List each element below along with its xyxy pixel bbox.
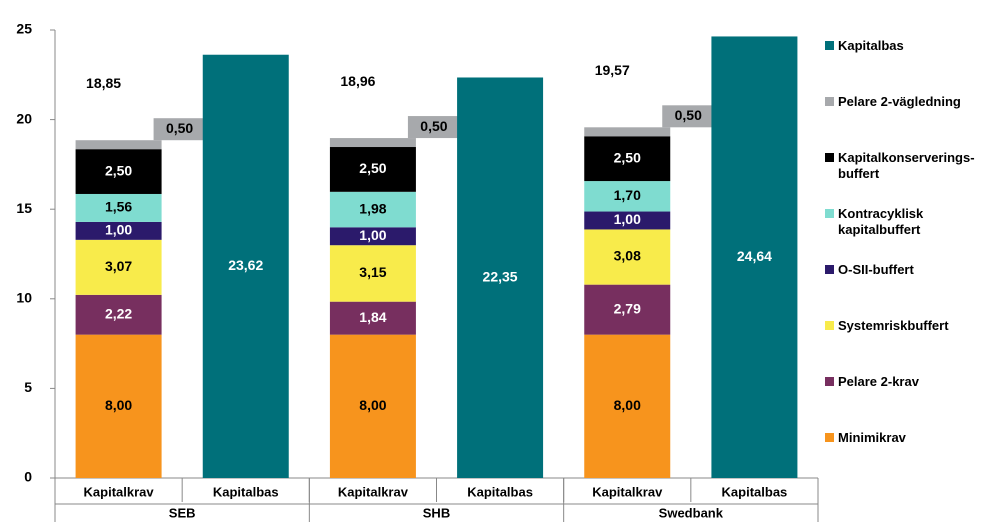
legend-swatch [825, 321, 834, 330]
bar-segment [329, 191, 416, 228]
bar-segment [584, 284, 671, 335]
value-label: 2,50 [614, 149, 641, 165]
bar-segment [329, 301, 416, 335]
legend-swatch [825, 377, 834, 386]
legend-swatch [825, 153, 834, 162]
legend-swatch [825, 265, 834, 274]
value-label: 2,22 [105, 305, 132, 321]
value-label: 1,84 [359, 309, 386, 325]
bar-segment [584, 211, 671, 230]
legend-swatch [825, 209, 834, 218]
group-label: SHB [423, 505, 450, 520]
value-label: 23,62 [228, 257, 263, 273]
value-label: 0,50 [166, 120, 193, 136]
value-label: 22,35 [483, 268, 518, 284]
legend-label: Systemriskbuffert [838, 318, 949, 333]
x-tick-label: Kapitalbas [467, 484, 533, 499]
value-label: 1,70 [614, 187, 641, 203]
y-tick-label: 25 [16, 21, 32, 37]
bar-segment [584, 334, 671, 478]
x-tick-label: Kapitalkrav [84, 484, 155, 499]
bar-segment [75, 221, 162, 240]
value-label: 1,56 [105, 199, 132, 215]
bar-segment [75, 140, 162, 150]
value-label: 3,08 [614, 248, 641, 264]
legend-label: Pelare 2-krav [838, 374, 919, 389]
bar-segment [75, 149, 162, 194]
value-label: 24,64 [737, 248, 772, 264]
total-label: 19,57 [595, 62, 630, 78]
legend-label: Kapitalbas [838, 38, 904, 53]
bar-segment [584, 127, 671, 137]
x-tick-label: Kapitalkrav [592, 484, 663, 499]
value-label: 0,50 [420, 118, 447, 134]
bar-segment [75, 294, 162, 335]
y-tick-label: 20 [16, 110, 32, 126]
legend-swatch [825, 97, 834, 106]
y-tick-label: 0 [24, 469, 32, 485]
value-label: 8,00 [359, 397, 386, 413]
bar-segment [329, 147, 416, 192]
value-label: 2,50 [105, 162, 132, 178]
legend-swatch [825, 41, 834, 50]
bar-segment [711, 36, 798, 478]
legend-label: O-SII-buffert [838, 262, 914, 277]
value-label: 2,79 [614, 300, 641, 316]
bar-segment [584, 136, 671, 182]
legend-label: Kontracyklisk kapitalbuffert [838, 206, 924, 237]
x-tick-label: Kapitalbas [722, 484, 788, 499]
group-label: Swedbank [659, 505, 724, 520]
bar-segment [202, 54, 289, 478]
bar-segment [329, 334, 416, 478]
x-tick-label: Kapitalkrav [338, 484, 409, 499]
bar-segment [75, 334, 162, 478]
value-label: 1,00 [614, 211, 641, 227]
value-label: 3,15 [359, 264, 386, 280]
y-tick-label: 5 [24, 379, 32, 395]
total-label: 18,85 [86, 75, 121, 91]
legend-label: Kapitalkonserverings- buffert [838, 150, 975, 181]
value-label-box [662, 105, 715, 128]
group-label: SEB [169, 505, 196, 520]
value-label-box [407, 116, 460, 139]
bar-segment [75, 239, 162, 295]
legend-label: Pelare 2-vägledning [838, 94, 961, 109]
value-label: 1,00 [359, 227, 386, 243]
value-label: 3,07 [105, 258, 132, 274]
x-tick-label: Kapitalbas [213, 484, 279, 499]
bar-segment [584, 181, 671, 212]
value-label: 1,00 [105, 222, 132, 238]
total-label: 18,96 [340, 73, 375, 89]
bar-segment [329, 227, 416, 246]
y-tick-label: 15 [16, 200, 32, 216]
legend-swatch [825, 433, 834, 442]
y-tick-label: 10 [16, 290, 32, 306]
value-label-box [153, 118, 206, 141]
bar-segment [329, 245, 416, 302]
value-label: 8,00 [105, 397, 132, 413]
value-label: 8,00 [614, 397, 641, 413]
bar-segment [584, 229, 671, 285]
bar-segment [329, 138, 416, 148]
bar-segment [75, 193, 162, 222]
bar-segment [457, 77, 544, 478]
value-label: 1,98 [359, 200, 386, 216]
legend-label: Minimikrav [838, 430, 906, 445]
value-label: 2,50 [359, 160, 386, 176]
value-label: 0,50 [675, 107, 702, 123]
